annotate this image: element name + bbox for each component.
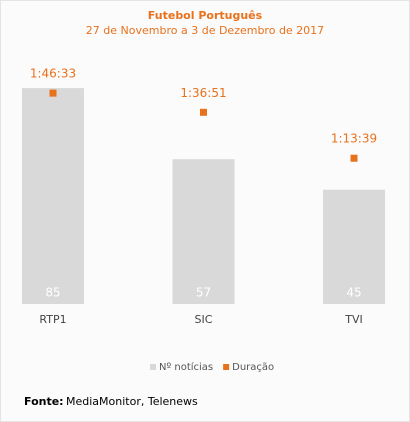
bar: [22, 88, 84, 304]
point: [49, 89, 57, 97]
bar: [323, 189, 385, 304]
x-tick-label: RTP1: [39, 313, 66, 326]
bar-value-label: 45: [346, 286, 361, 300]
legend-swatch: [150, 364, 156, 370]
source-text: MediaMonitor, Telenews: [66, 395, 198, 408]
point: [200, 108, 207, 116]
bar-value-label: 57: [196, 286, 211, 300]
legend-swatch: [223, 364, 230, 370]
chart-subtitle: 27 de Novembro a 3 de Dezembro de 2017: [86, 24, 324, 37]
point: [350, 154, 358, 162]
point-value-label: 1:46:33: [30, 67, 76, 81]
legend-label: Duração: [232, 362, 274, 373]
x-tick-label: TVI: [344, 313, 363, 326]
x-tick-label: SIC: [195, 313, 213, 326]
bar: [172, 159, 235, 304]
point-value-label: 1:36:51: [180, 86, 226, 100]
source-label: Fonte:: [24, 395, 64, 408]
legend-label: Nº notícias: [159, 361, 213, 373]
bar-value-label: 85: [45, 286, 60, 300]
point-value-label: 1:13:39: [331, 132, 377, 146]
chart-title: Futebol Português: [148, 9, 263, 22]
